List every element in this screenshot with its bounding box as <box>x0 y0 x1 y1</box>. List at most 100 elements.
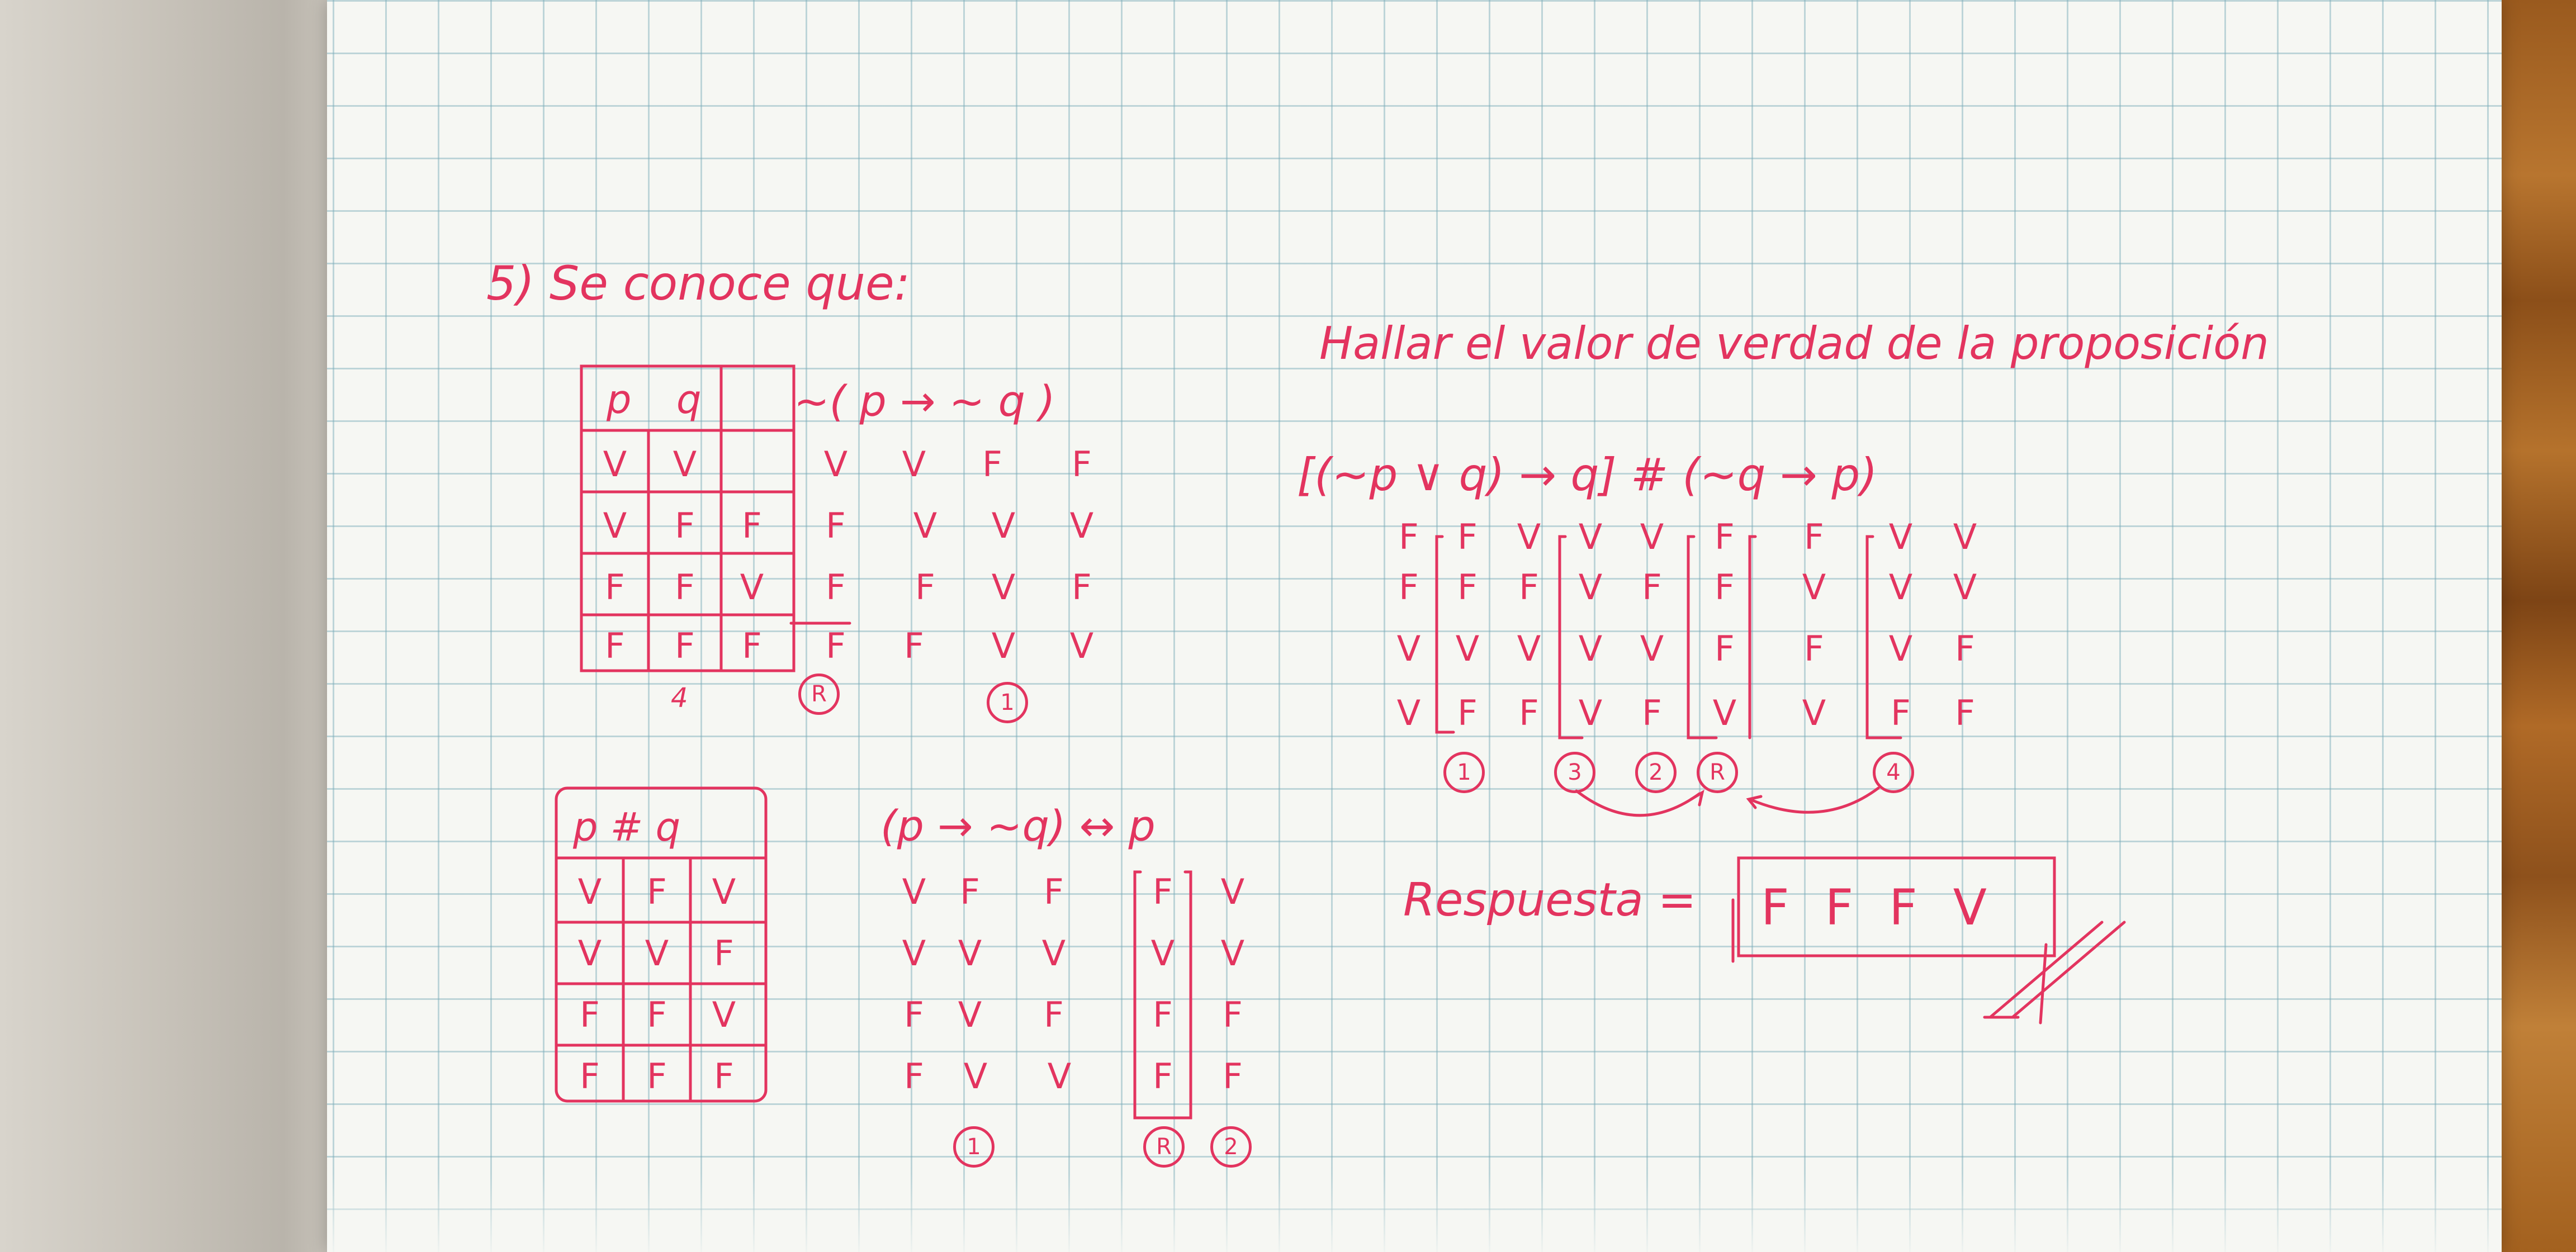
t1-r4-c3: F <box>742 625 762 666</box>
t3-r4-c8: F <box>1891 693 1911 733</box>
t3-r1-c5: V <box>1640 516 1664 557</box>
t1-r2-c7: V <box>1069 505 1094 546</box>
t3-r1-c6: F <box>1715 516 1735 557</box>
t3-r2-c5: F <box>1642 567 1662 608</box>
t3-r2-c2: F <box>1457 567 1478 608</box>
table3-mark-3: 3 <box>1554 752 1595 793</box>
t2-r3-c2: F <box>647 994 667 1035</box>
instruction-text: Hallar el valor de verdad de la proposic… <box>1319 317 2269 369</box>
answer-label: Respuesta = <box>1403 874 1697 927</box>
t3-r1-c4: V <box>1578 516 1603 557</box>
table3-mark-1: 1 <box>1443 752 1485 793</box>
t1-r4-c7: V <box>1069 625 1094 666</box>
t2-r2-c4: V <box>902 933 926 974</box>
t2-r3-c8: F <box>1223 994 1243 1035</box>
t1-r3-c3: V <box>740 567 764 608</box>
t3-r1-c9: V <box>1953 516 1977 557</box>
t1-r4-c1: F <box>605 625 625 666</box>
t3-r2-c3: F <box>1519 567 1539 608</box>
t2-r3-c5: V <box>958 994 982 1035</box>
t2-r3-c7: F <box>1153 994 1173 1035</box>
table1-box <box>580 364 851 672</box>
t3-r3-c5: V <box>1640 628 1664 669</box>
t3-r3-c8: V <box>1888 628 1913 669</box>
t3-r3-c6: F <box>1715 628 1735 669</box>
t1-r1-c6: F <box>1072 444 1092 485</box>
t2-r1-c2: F <box>647 871 667 912</box>
t1-r3-c4: F <box>826 567 846 608</box>
t1-r4-c4: F <box>826 625 846 666</box>
t3-r3-c3: V <box>1517 628 1541 669</box>
t1-r1-c5: F <box>982 444 1002 485</box>
t2-r1-c6: F <box>1044 871 1064 912</box>
t2-r2-c3: F <box>714 933 734 974</box>
table3-formula: [(~p ∨ q) → q] # (~q → p) <box>1297 449 1878 501</box>
t3-r1-c8: V <box>1888 516 1913 557</box>
table3-mark-r: R <box>1697 752 1738 793</box>
table1-mark-1: 1 <box>987 682 1028 723</box>
t2-r1-c8: V <box>1220 871 1245 912</box>
t2-r3-c4: F <box>904 994 924 1035</box>
t2-r2-c6: V <box>1041 933 1066 974</box>
paper-bottom-fade <box>327 1174 2502 1252</box>
t1-r2-c5: V <box>913 505 937 546</box>
table1-col-q: q <box>676 377 702 423</box>
t2-r2-c8: V <box>1220 933 1245 974</box>
t3-r2-c9: V <box>1953 567 1977 608</box>
t3-r4-c4: V <box>1578 693 1603 733</box>
table2-box <box>555 786 768 1103</box>
table2-mark-r: R <box>1143 1126 1185 1168</box>
t3-r2-c8: V <box>1888 567 1913 608</box>
t2-r1-c4: V <box>902 871 926 912</box>
t3-r2-c4: V <box>1578 567 1603 608</box>
t1-r3-c6: V <box>991 567 1016 608</box>
t3-r3-c9: F <box>1955 628 1975 669</box>
t1-r1-c3: V <box>823 444 848 485</box>
t1-r1-c4: V <box>902 444 926 485</box>
t2-r4-c2: F <box>647 1056 667 1097</box>
t3-r3-c4: V <box>1578 628 1603 669</box>
problem-title: 5) Se conoce que: <box>486 256 910 311</box>
t2-r4-c5: V <box>963 1056 988 1097</box>
table1-mark-4: 4 <box>671 682 688 714</box>
t2-r2-c2: V <box>645 933 669 974</box>
t2-r4-c7: F <box>1153 1056 1173 1097</box>
table2-mark-2: 2 <box>1210 1126 1252 1168</box>
table1-formula: ~( p → ~ q ) <box>794 376 1055 426</box>
t1-r2-c6: V <box>991 505 1016 546</box>
t2-r4-c6: V <box>1047 1056 1072 1097</box>
t2-r3-c3: V <box>712 994 736 1035</box>
t2-r4-c3: F <box>714 1056 734 1097</box>
t2-r3-c6: F <box>1044 994 1064 1035</box>
t2-r1-c5: F <box>960 871 980 912</box>
t1-r3-c1: F <box>605 567 625 608</box>
t1-r2-c1: V <box>603 505 627 546</box>
table1-mark-r: R <box>798 674 840 715</box>
t2-r3-c1: F <box>580 994 600 1035</box>
t1-r3-c2: F <box>675 567 695 608</box>
t2-r4-c1: F <box>580 1056 600 1097</box>
t3-r4-c7: V <box>1802 693 1826 733</box>
t3-r3-c7: F <box>1804 628 1824 669</box>
t3-r2-c6: F <box>1715 567 1735 608</box>
t1-r3-c7: F <box>1072 567 1092 608</box>
t3-r1-c1: F <box>1399 516 1419 557</box>
t3-r3-c2: V <box>1455 628 1480 669</box>
t3-r4-c5: F <box>1642 693 1662 733</box>
table3-mark-2: 2 <box>1635 752 1677 793</box>
t2-r4-c8: F <box>1223 1056 1243 1097</box>
t1-r3-c5: F <box>915 567 935 608</box>
table3-mark-4: 4 <box>1873 752 1914 793</box>
t3-r1-c7: F <box>1804 516 1824 557</box>
t2-r2-c5: V <box>958 933 982 974</box>
t3-r1-c2: F <box>1457 516 1478 557</box>
t1-r4-c5: F <box>904 625 924 666</box>
t3-r4-c3: F <box>1519 693 1539 733</box>
t2-r2-c7: V <box>1150 933 1175 974</box>
t3-r4-c9: F <box>1955 693 1975 733</box>
t1-r1-c2: V <box>673 444 697 485</box>
t3-r2-c1: F <box>1399 567 1419 608</box>
t3-r4-c1: V <box>1396 693 1421 733</box>
t3-r1-c3: V <box>1517 516 1541 557</box>
t2-r1-c3: V <box>712 871 736 912</box>
